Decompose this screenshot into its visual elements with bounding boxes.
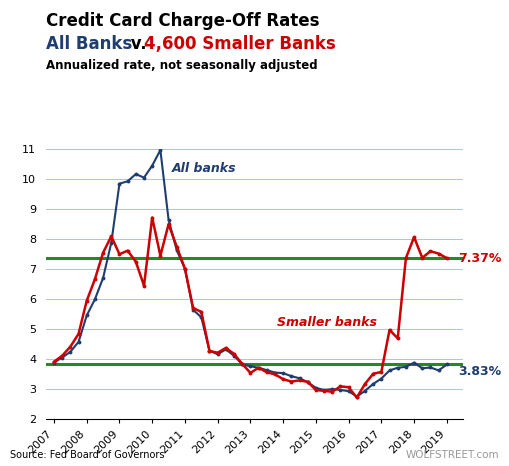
Text: 3.83%: 3.83% xyxy=(458,365,501,378)
Text: 7.37%: 7.37% xyxy=(458,252,502,265)
Text: 4,600 Smaller Banks: 4,600 Smaller Banks xyxy=(144,35,336,53)
Text: Credit Card Charge-Off Rates: Credit Card Charge-Off Rates xyxy=(46,12,319,30)
Text: v.: v. xyxy=(125,35,152,53)
Text: All banks: All banks xyxy=(172,162,237,175)
Text: WOLFSTREET.com: WOLFSTREET.com xyxy=(405,451,499,460)
Text: All Banks: All Banks xyxy=(46,35,132,53)
Text: Smaller banks: Smaller banks xyxy=(276,316,377,329)
Text: Annualized rate, not seasonally adjusted: Annualized rate, not seasonally adjusted xyxy=(46,59,318,72)
Text: Source: Fed Board of Governors: Source: Fed Board of Governors xyxy=(10,451,165,460)
